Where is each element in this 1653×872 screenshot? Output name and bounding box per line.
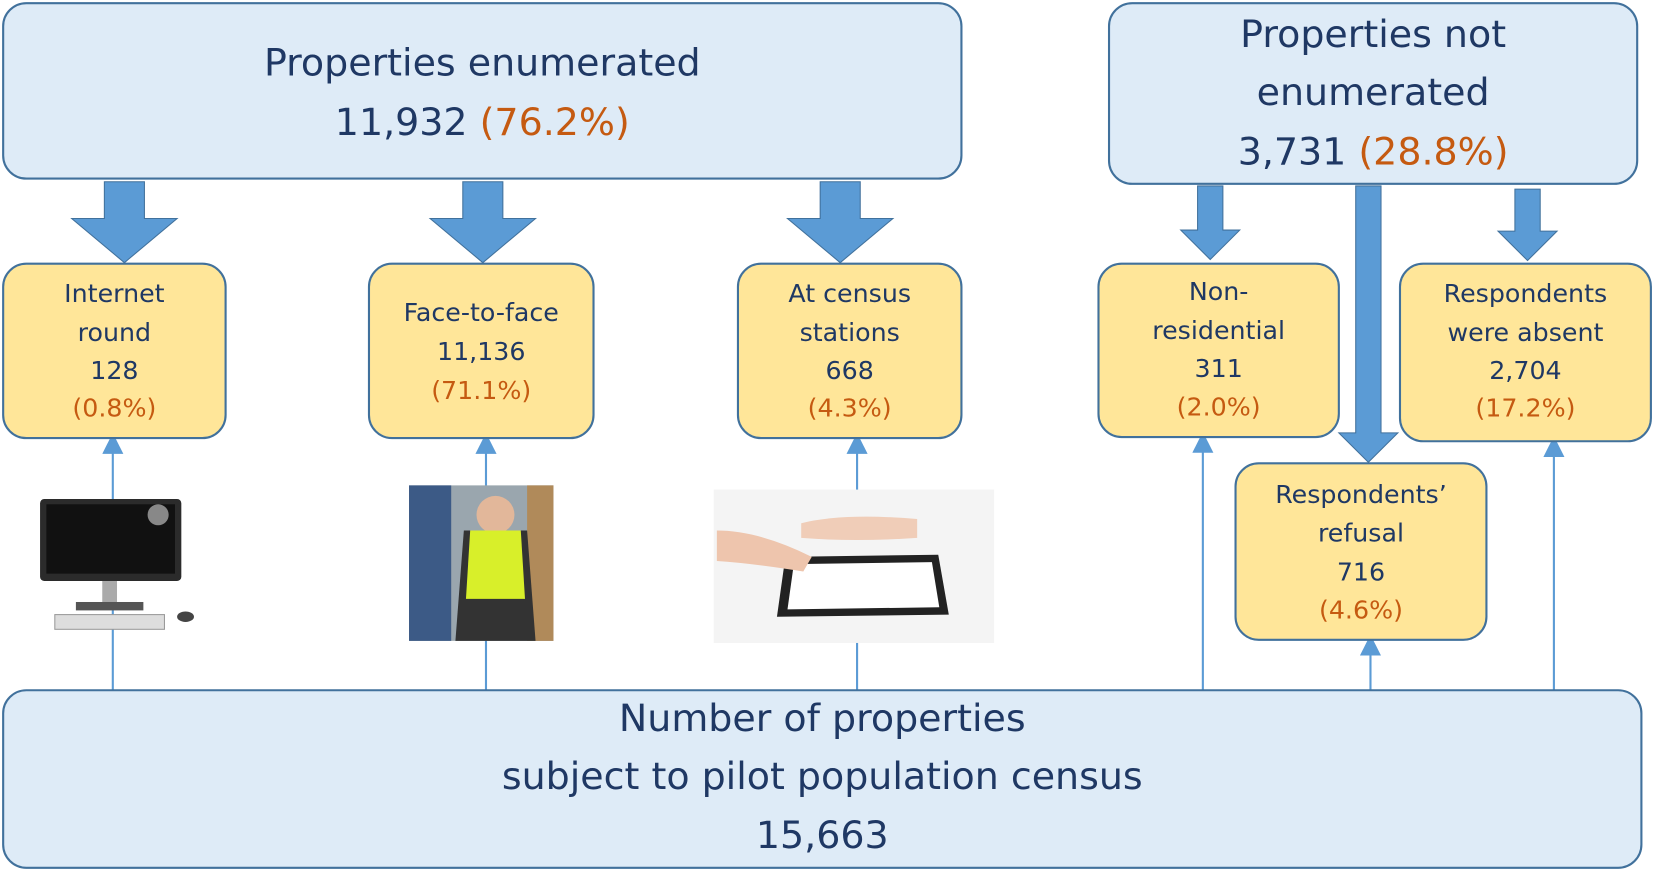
tablet-image [713, 489, 995, 643]
node-label: stations [800, 318, 900, 347]
node-label: Number of properties [619, 696, 1026, 740]
node-count: 716 [1337, 558, 1385, 587]
node-box [736, 262, 963, 440]
node-box [2, 2, 963, 180]
glare [147, 504, 169, 526]
node-label: enumerated [1257, 70, 1490, 114]
tablet-screen [787, 562, 940, 610]
node-percent: (28.8%) [1358, 129, 1508, 173]
node-percent: (76.2%) [480, 100, 630, 144]
block-arrow [786, 181, 895, 264]
vest [465, 530, 525, 599]
node-percent: (17.2%) [1475, 394, 1575, 423]
node-label: Properties enumerated [264, 41, 701, 85]
node: Internet round 128 (0.8%) [2, 262, 227, 440]
node-box [1234, 462, 1488, 641]
node: Non-residential 311 (2.0%) [1097, 262, 1340, 439]
block-arrow [1337, 185, 1400, 464]
node-label: round [78, 318, 151, 347]
block-arrow [1179, 185, 1242, 261]
node-percent: (4.6%) [1319, 595, 1403, 624]
node-percent: (2.0%) [1177, 393, 1261, 422]
node-box [1107, 2, 1639, 185]
node: Respondents were absent 2,704 (17.2%) [1398, 262, 1652, 443]
node-label: At census [788, 279, 911, 308]
node-label: subject to pilot population census [502, 754, 1143, 798]
node: At census stations 668 (4.3%) [736, 262, 963, 440]
hand [716, 530, 812, 572]
node-label: residential [1152, 316, 1285, 345]
node-count: 128 [90, 356, 138, 385]
computer-image [40, 499, 194, 630]
node-count: 15,663 [756, 813, 889, 857]
block-arrow [70, 181, 179, 264]
node-label: Respondents’ [1275, 480, 1447, 509]
node-count: 311 [1195, 354, 1243, 383]
block-arrow [1496, 188, 1559, 262]
node-count: 3,731 [1238, 129, 1347, 173]
mouse [177, 611, 194, 622]
door [409, 485, 452, 641]
node-count: 11,136 [437, 337, 526, 366]
block-arrows [70, 181, 1559, 464]
person-image [409, 485, 554, 641]
node-box [2, 262, 227, 440]
hand [801, 516, 918, 541]
node-label: Face-to-face [404, 298, 559, 327]
node-count: 668 [826, 356, 874, 385]
keyboard [54, 614, 165, 630]
node-count: 11,932 [335, 100, 468, 144]
node-box [1097, 262, 1340, 439]
node-value: 11,932 (76.2%) [335, 100, 630, 144]
node: Respondents’ refusal 716 (4.6%) [1234, 462, 1488, 641]
base [75, 601, 144, 611]
node-label: Respondents [1444, 279, 1607, 308]
node: Number of properties subject to pilot pop… [2, 689, 1643, 869]
node: Properties not enumerated 3,731 (28.8%) [1107, 2, 1639, 185]
node-label: Internet [64, 279, 165, 308]
node-count: 2,704 [1489, 356, 1561, 385]
node-box [2, 689, 1643, 869]
head [476, 495, 515, 534]
node-box [1398, 262, 1652, 443]
node-value: 3,731 (28.8%) [1238, 129, 1509, 173]
node: Face-to-face 11,136 (71.1%) [367, 262, 595, 440]
node-label: were absent [1447, 318, 1603, 347]
node-percent: (4.3%) [808, 394, 892, 423]
node: Properties enumerated 11,932 (76.2%) [2, 2, 963, 180]
node-box [367, 262, 595, 440]
stand [102, 580, 118, 605]
node-label: refusal [1318, 519, 1404, 548]
node-percent: (71.1%) [431, 376, 531, 405]
block-arrow [428, 181, 537, 264]
node-label: Non- [1189, 277, 1249, 306]
node-label: Properties not [1240, 12, 1506, 56]
node-percent: (0.8%) [72, 394, 156, 423]
